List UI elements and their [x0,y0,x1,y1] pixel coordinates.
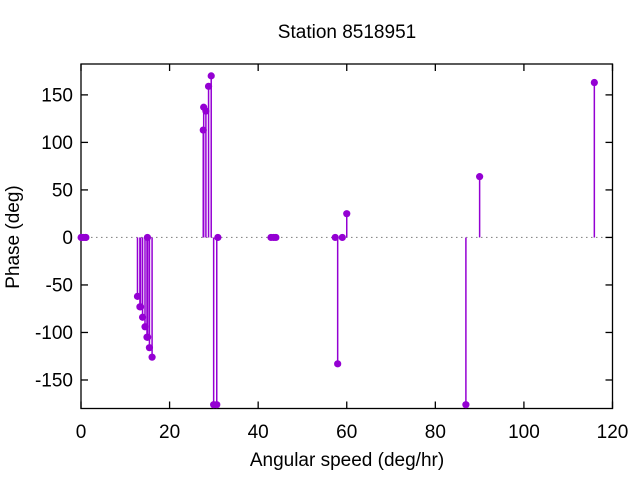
data-point [334,360,342,368]
x-tick-label: 100 [508,422,540,443]
x-axis-label: Angular speed (deg/hr) [249,450,445,471]
data-point [343,210,351,218]
data-point [338,233,346,242]
y-tick-label: 50 [52,180,73,201]
data-point [136,303,145,311]
data-point [133,292,142,300]
x-tick-label: 60 [336,422,357,443]
x-tick-label: 20 [159,422,180,443]
data-point [214,233,222,242]
data-point [207,72,215,80]
data-point [141,323,149,331]
y-tick-label: -150 [35,370,73,391]
y-tick-label: -100 [35,323,73,344]
data-point [199,126,207,134]
y-axis-label: Phase (deg) [3,185,24,289]
data-point [272,233,280,242]
chart-title: Station 8518951 [277,22,417,43]
x-tick-label: 0 [76,422,87,443]
y-tick-label: 0 [62,228,73,249]
data-point [204,82,213,90]
x-tick-label: 80 [425,422,446,443]
data-point [144,333,152,341]
data-point [202,107,210,115]
x-tick-label: 40 [248,422,269,443]
data-point [590,78,598,87]
data-point [213,401,221,409]
data-point [143,233,152,242]
data-point [331,233,339,242]
data-point [148,353,156,361]
data-point [138,313,147,321]
data-point [82,233,90,242]
data-point [145,344,154,352]
y-tick-label: 100 [41,133,73,154]
data-point [476,173,484,181]
data-point [462,401,470,409]
y-tick-label: 150 [41,85,73,106]
x-tick-label: 120 [597,422,629,443]
y-tick-label: -50 [46,275,73,296]
